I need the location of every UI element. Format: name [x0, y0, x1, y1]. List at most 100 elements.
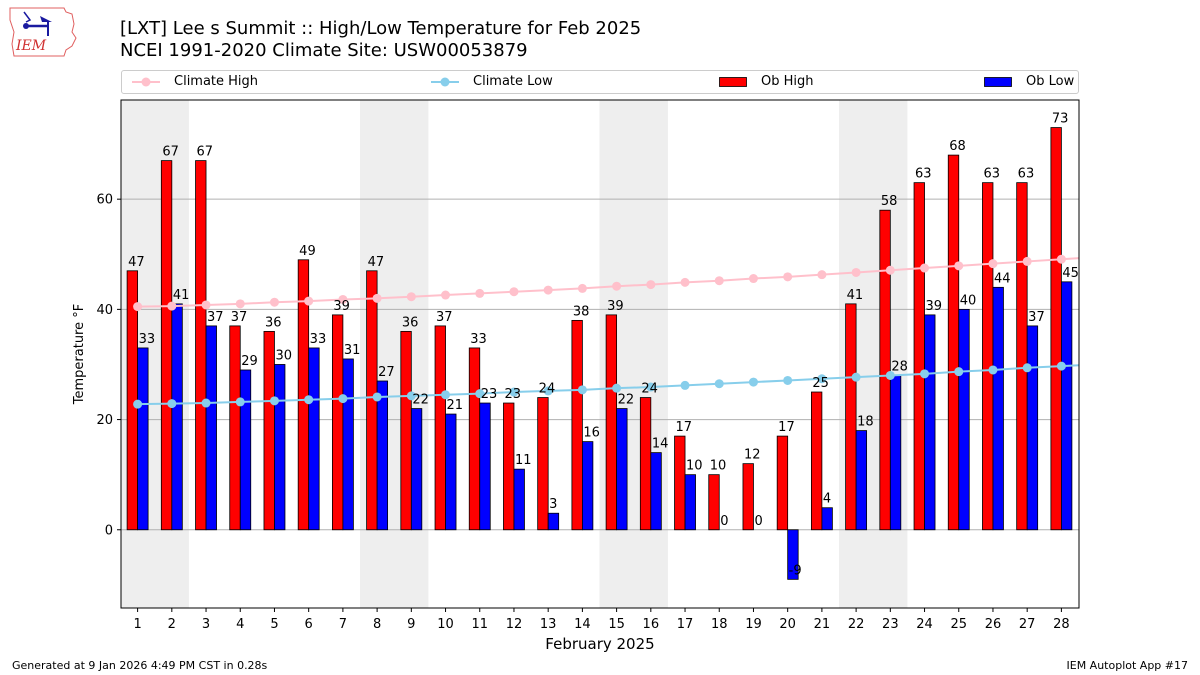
- climate-low-point: [509, 387, 519, 397]
- ob-high-bar: [537, 397, 549, 531]
- ob-high-value-label: 23: [504, 387, 521, 402]
- iem-logo: IEM: [9, 7, 77, 57]
- ob-low-bar: [821, 507, 833, 531]
- x-tick-label: 20: [779, 617, 796, 632]
- climate-high-point: [1022, 256, 1032, 266]
- ob-high-value-label: 41: [847, 288, 864, 303]
- x-tick-label: 27: [1019, 617, 1036, 632]
- ob-low-bar: [889, 375, 902, 531]
- ob-low-value-label: 21: [447, 398, 464, 413]
- ob-low-value-label: 0: [754, 514, 762, 529]
- ob-low-bar: [1026, 325, 1039, 531]
- climate-high-point: [954, 261, 964, 271]
- ob-high-bar: [708, 474, 720, 531]
- ob-high-bar: [639, 397, 652, 531]
- ob-high-value-label: 63: [915, 167, 932, 182]
- ob-low-value-label: 31: [344, 343, 361, 358]
- climate-high-point: [406, 292, 416, 302]
- climate-low-point: [577, 385, 587, 395]
- ob-low-value-label: 41: [173, 288, 190, 303]
- ob-low-bar: [171, 303, 183, 531]
- ob-high-value-label: 73: [1052, 112, 1069, 127]
- climate-low-line: [137, 365, 1062, 406]
- ob-high-value-label: 58: [881, 194, 898, 209]
- ob-low-bar: [992, 286, 1004, 531]
- ob-high-bar: [434, 325, 446, 531]
- climate-low-point: [269, 396, 279, 406]
- ob-high-value-label: 68: [949, 139, 966, 154]
- climate-high-point: [748, 274, 758, 284]
- climate-high-point: [783, 272, 793, 282]
- y-tick-label: 0: [105, 523, 113, 538]
- climate-high-point: [304, 296, 314, 306]
- ob-high-bar: [947, 154, 960, 531]
- climate-high-point: [235, 299, 245, 309]
- ob-low-value-label: 29: [241, 354, 258, 369]
- ob-high-bar: [229, 325, 241, 531]
- ob-low-bar: [924, 314, 936, 531]
- climate-low-point: [543, 386, 553, 396]
- ob-high-value-label: 47: [368, 255, 385, 270]
- climate-low-point: [714, 379, 724, 389]
- ob-high-value-label: 47: [128, 255, 145, 270]
- climate-low-point: [920, 369, 930, 379]
- ob-high-bar: [742, 463, 754, 531]
- legend-climate-high: Climate High: [132, 74, 258, 90]
- ob-low-value-label: 18: [857, 415, 874, 430]
- climate-low-point: [612, 383, 622, 393]
- legend-ob-low: Ob Low: [984, 74, 1074, 90]
- y-tick-label: 60: [96, 193, 113, 208]
- legend-label: Ob High: [761, 74, 814, 89]
- x-tick-label: 24: [916, 617, 933, 632]
- ob-high-bar: [366, 270, 378, 531]
- climate-low-point: [783, 375, 793, 385]
- climate-high-point: [133, 302, 143, 312]
- ob-low-value-label: 33: [310, 332, 327, 347]
- climate-high-point: [920, 263, 930, 273]
- x-tick-label: 7: [339, 617, 347, 632]
- climate-high-point: [167, 301, 177, 311]
- ob-low-bar: [445, 413, 457, 531]
- ob-low-bar: [1060, 281, 1073, 531]
- climate-low-point: [133, 399, 143, 409]
- ob-low-bar: [376, 380, 389, 531]
- ob-high-bar: [468, 347, 481, 531]
- weekend-shade: [839, 100, 908, 608]
- climate-high-line-extension: [1061, 257, 1080, 261]
- ob-low-bar: [137, 347, 149, 531]
- ob-high-value-label: 39: [333, 299, 350, 314]
- climate-high-point: [817, 270, 827, 280]
- climate-low-point: [304, 395, 314, 405]
- ob-high-value-label: 17: [676, 420, 693, 435]
- ob-low-bar: [547, 512, 560, 531]
- ob-high-value-label: 39: [607, 299, 624, 314]
- ob-high-value-label: 67: [162, 145, 179, 160]
- ob-low-bar: [308, 347, 320, 531]
- climate-high-point: [714, 276, 724, 286]
- x-tick-label: 2: [168, 617, 176, 632]
- ob-low-value-label: 10: [686, 459, 703, 474]
- ob-high-bar: [1016, 182, 1028, 531]
- x-axis-label: February 2025: [545, 635, 654, 653]
- ob-high-bar: [674, 435, 686, 531]
- ob-high-bar: [913, 182, 925, 531]
- ob-low-value-label: -9: [789, 563, 802, 578]
- ob-low-bar: [342, 358, 354, 531]
- climate-low-point: [817, 374, 827, 384]
- ob-high-value-label: 37: [436, 310, 453, 325]
- plot-frame: [120, 99, 1080, 609]
- ob-high-bar: [982, 182, 994, 531]
- ob-low-bar: [650, 452, 662, 531]
- ob-low-bar: [581, 441, 594, 531]
- climate-low-point: [885, 370, 895, 380]
- ob-high-value-label: 37: [231, 310, 248, 325]
- ob-low-value-label: 11: [515, 453, 532, 468]
- climate-low-line-extension: [1061, 364, 1080, 368]
- x-tick-label: 23: [882, 617, 899, 632]
- ob-high-swatch-icon: [719, 77, 747, 87]
- legend: Climate High Climate Low Ob High Ob Low: [121, 70, 1079, 94]
- climate-high-point: [441, 290, 451, 300]
- climate-low-point: [475, 389, 485, 399]
- ob-high-bar: [571, 319, 583, 531]
